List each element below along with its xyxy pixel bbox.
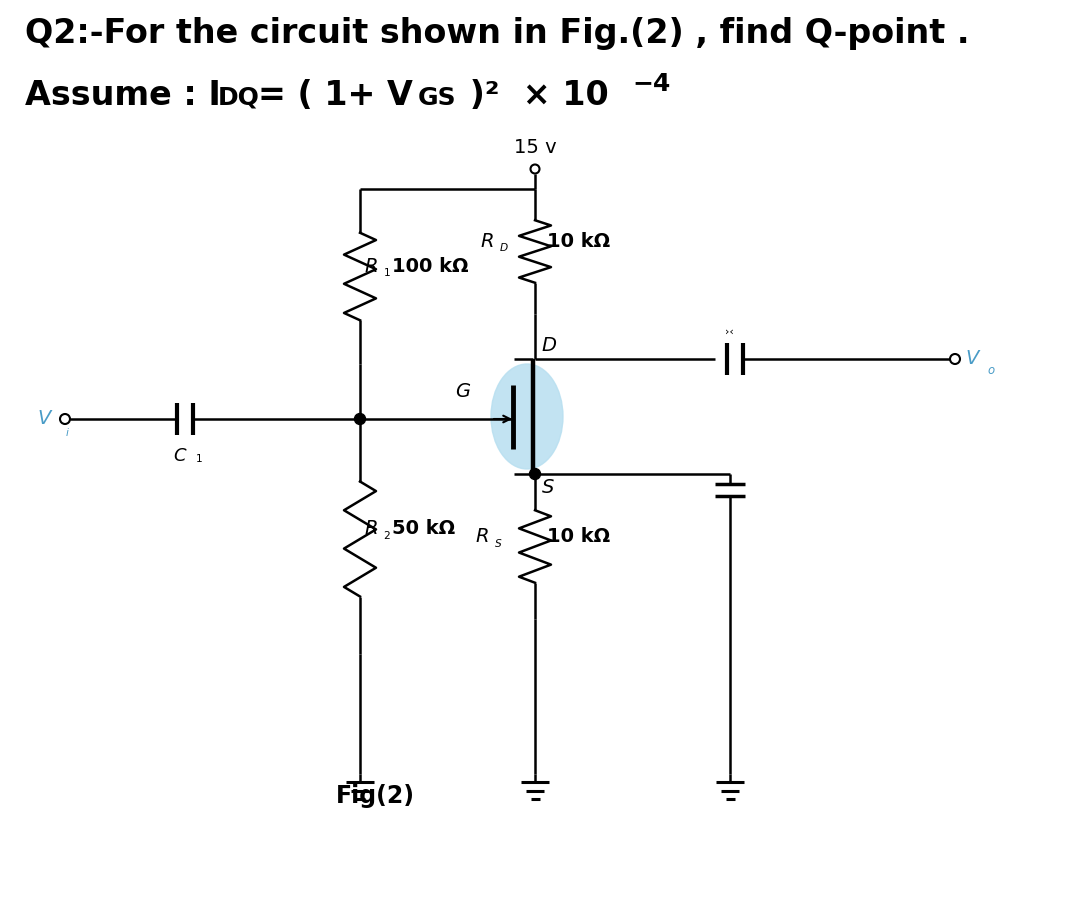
Text: ›‹: ›‹ [725, 327, 733, 337]
Text: $R$: $R$ [364, 520, 378, 538]
Text: 10 kΩ: 10 kΩ [546, 232, 610, 251]
Text: Q2:-For the circuit shown in Fig.(2) , find Q-point .: Q2:-For the circuit shown in Fig.(2) , f… [25, 17, 970, 50]
Text: 50 kΩ: 50 kΩ [392, 520, 455, 539]
Text: $_i$: $_i$ [65, 425, 70, 439]
Ellipse shape [491, 364, 563, 469]
Text: $_o$: $_o$ [987, 359, 996, 376]
Text: $_D$: $_D$ [499, 241, 509, 254]
Text: $C$: $C$ [173, 447, 187, 465]
Text: $_1$: $_1$ [383, 265, 391, 280]
Text: $R$: $R$ [475, 528, 489, 546]
Text: $_S$: $_S$ [494, 536, 502, 549]
Text: $D$: $D$ [541, 337, 557, 355]
Text: $_1$: $_1$ [195, 451, 203, 465]
Text: $R$: $R$ [480, 233, 494, 251]
Text: Fig(2): Fig(2) [336, 784, 415, 808]
Text: GS: GS [418, 86, 457, 110]
Text: )²  × 10: )² × 10 [458, 79, 609, 112]
Text: 15 v: 15 v [514, 138, 556, 157]
Text: $V$: $V$ [966, 350, 982, 368]
Text: $V$: $V$ [37, 410, 53, 428]
Text: DQ: DQ [218, 86, 260, 110]
Text: = ( 1+ V: = ( 1+ V [258, 79, 413, 112]
Circle shape [529, 468, 540, 479]
Text: −4: −4 [632, 72, 671, 96]
Text: $_2$: $_2$ [383, 528, 391, 542]
Text: Assume : I: Assume : I [25, 79, 221, 112]
Circle shape [354, 414, 365, 424]
Text: 10 kΩ: 10 kΩ [546, 527, 610, 546]
Text: $G$: $G$ [455, 383, 471, 401]
Text: 100 kΩ: 100 kΩ [392, 257, 469, 276]
Text: $R$: $R$ [364, 257, 378, 275]
Text: $S$: $S$ [541, 479, 555, 497]
